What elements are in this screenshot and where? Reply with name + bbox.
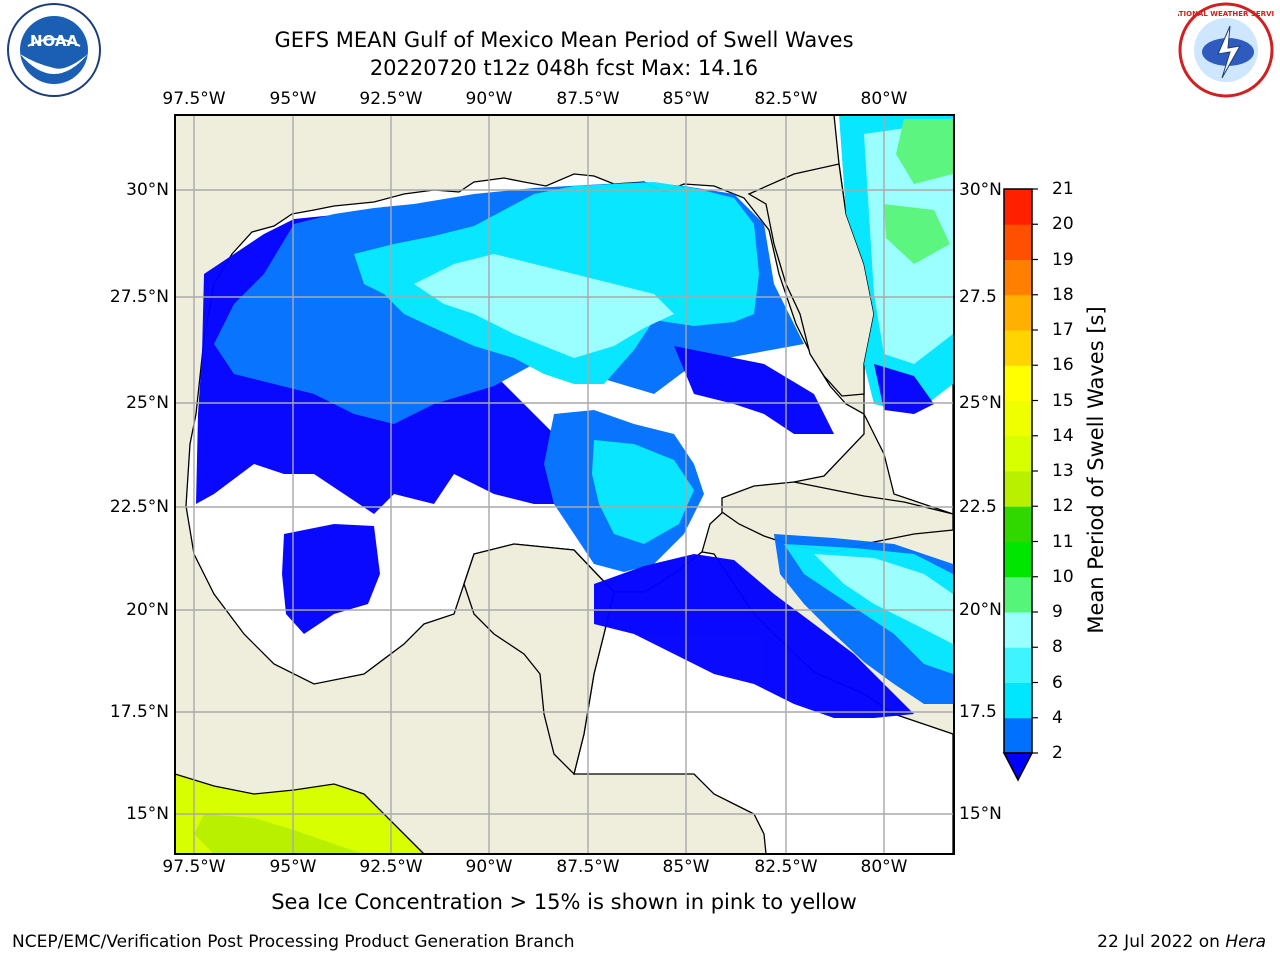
- colorbar-tick-label: 17: [1052, 320, 1074, 340]
- lon-tick-bottom: 95°W: [269, 857, 317, 877]
- lat-tick-left: 25°N: [126, 393, 169, 413]
- footer-date: 22 Jul 2022 on Hera: [1097, 932, 1266, 952]
- colorbar-tick-label: 6: [1052, 672, 1063, 693]
- colorbar-band: [1004, 682, 1032, 719]
- colorbar-tick-label: 13: [1052, 461, 1074, 481]
- colorbar-band: [1004, 506, 1032, 542]
- lon-tick-top: 82.5°W: [754, 89, 818, 109]
- lon-tick-bottom: 97.5°W: [162, 857, 226, 877]
- colorbar-band: [1004, 294, 1032, 331]
- colorbar-tick-label: 19: [1052, 249, 1074, 270]
- colorbar-tick-label: 2: [1052, 743, 1063, 763]
- nws-logo: NATIONAL WEATHER SERVICE: [1178, 2, 1274, 98]
- lat-tick-right: 20°N: [959, 600, 1002, 620]
- colorbar-tick-label: 20: [1052, 214, 1074, 235]
- colorbar-tick-label: 8: [1052, 637, 1063, 658]
- colorbar-tick-label: 10: [1052, 566, 1074, 587]
- colorbar-band: [1004, 330, 1032, 366]
- nws-logo-text: NATIONAL WEATHER SERVICE: [1178, 10, 1274, 18]
- colorbar-band: [1004, 224, 1032, 260]
- lon-tick-top: 90°W: [465, 89, 513, 109]
- swell-light-cyan-north: [414, 254, 674, 358]
- lon-tick-top: 97.5°W: [162, 89, 226, 109]
- colorbar-band: [1004, 435, 1032, 472]
- noaa-logo: NOAA: [7, 3, 101, 97]
- pacific-green-patch: [194, 814, 364, 854]
- colorbar-tick-label: 14: [1052, 425, 1074, 446]
- swell-green-atlantic: [896, 119, 953, 184]
- noaa-logo-text: NOAA: [30, 32, 79, 50]
- lon-tick-bottom: 80°W: [860, 857, 908, 877]
- lon-tick-top: 80°W: [860, 89, 908, 109]
- colorbar-tick-label: 18: [1052, 284, 1074, 305]
- colorbar-bands: [1004, 189, 1032, 754]
- swell-deep-blue-yucatan-channel: [674, 346, 834, 434]
- lat-tick-right: 27.5: [959, 287, 997, 307]
- colorbar-band: [1004, 365, 1032, 401]
- plot-subtitle: 20220720 t12z 048h fcst Max: 14.16: [369, 56, 759, 80]
- colorbar-tick-label: 15: [1052, 390, 1074, 411]
- lat-tick-right: 25°N: [959, 393, 1002, 413]
- colorbar: [1002, 188, 1038, 782]
- lon-tick-top: 87.5°W: [556, 89, 620, 109]
- swell-deep-blue-bahamas: [874, 364, 934, 414]
- swell-deep-blue-caribbean: [594, 554, 914, 718]
- plot-title: GEFS MEAN Gulf of Mexico Mean Period of …: [274, 28, 854, 52]
- lat-tick-left: 20°N: [126, 600, 169, 620]
- grid-lines: [175, 115, 954, 854]
- lat-tick-left: 17.5°N: [109, 702, 169, 722]
- lon-tick-bottom: 85°W: [662, 857, 710, 877]
- lon-tick-top: 92.5°W: [359, 89, 423, 109]
- footer-date-text: 22 Jul 2022 on: [1097, 932, 1226, 952]
- lon-tick-bottom: 87.5°W: [556, 857, 620, 877]
- swell-cyan-central: [592, 440, 694, 544]
- yucatan-land: [463, 543, 615, 776]
- swell-deep-blue-south: [282, 524, 380, 634]
- colorbar-under-triangle: [1002, 752, 1034, 782]
- colorbar-band: [1004, 541, 1032, 578]
- colorbar-tick-marks: [1032, 188, 1038, 754]
- map-frame: [174, 114, 955, 855]
- colorbar-band: [1004, 259, 1032, 296]
- footer-host: Hera: [1225, 932, 1266, 952]
- lon-tick-bottom: 90°W: [465, 857, 513, 877]
- colorbar-band: [1004, 471, 1032, 507]
- colorbar-tick-label: 4: [1052, 707, 1063, 728]
- lat-tick-right: 30°N: [959, 180, 1002, 200]
- lat-tick-left: 22.5°N: [109, 497, 169, 517]
- lat-tick-left: 27.5°N: [109, 287, 169, 307]
- colorbar-band: [1004, 647, 1032, 683]
- lon-tick-bottom: 92.5°W: [359, 857, 423, 877]
- lat-tick-right: 22.5: [959, 497, 997, 517]
- gulf-of-mexico-map: [174, 114, 955, 855]
- colorbar-band: [1004, 400, 1032, 437]
- swell-field: [196, 115, 953, 718]
- lon-tick-top: 85°W: [662, 89, 710, 109]
- lat-tick-right: 17.5: [959, 702, 997, 722]
- colorbar-band: [1004, 189, 1032, 225]
- colorbar-tick-label: 11: [1052, 531, 1074, 552]
- colorbar-tick-label: 9: [1052, 602, 1063, 622]
- lat-tick-right: 15°N: [959, 804, 1002, 824]
- colorbar-band: [1004, 576, 1032, 613]
- sea-ice-note: Sea Ice Concentration > 15% is shown in …: [271, 890, 857, 914]
- colorbar-tick-label: 16: [1052, 355, 1074, 376]
- colorbar-tick-label: 12: [1052, 496, 1074, 517]
- colorbar-label: Mean Period of Swell Waves [s]: [1084, 306, 1108, 634]
- colorbar-band: [1004, 612, 1032, 648]
- swell-green-atlantic-2: [884, 204, 950, 264]
- lon-tick-bottom: 82.5°W: [754, 857, 818, 877]
- footer-branch: NCEP/EMC/Verification Post Processing Pr…: [12, 932, 575, 952]
- lat-tick-left: 30°N: [126, 180, 169, 200]
- colorbar-tick-label: 21: [1052, 179, 1074, 199]
- lon-tick-top: 95°W: [269, 89, 317, 109]
- colorbar-band: [1004, 717, 1032, 754]
- lat-tick-left: 15°N: [126, 804, 169, 824]
